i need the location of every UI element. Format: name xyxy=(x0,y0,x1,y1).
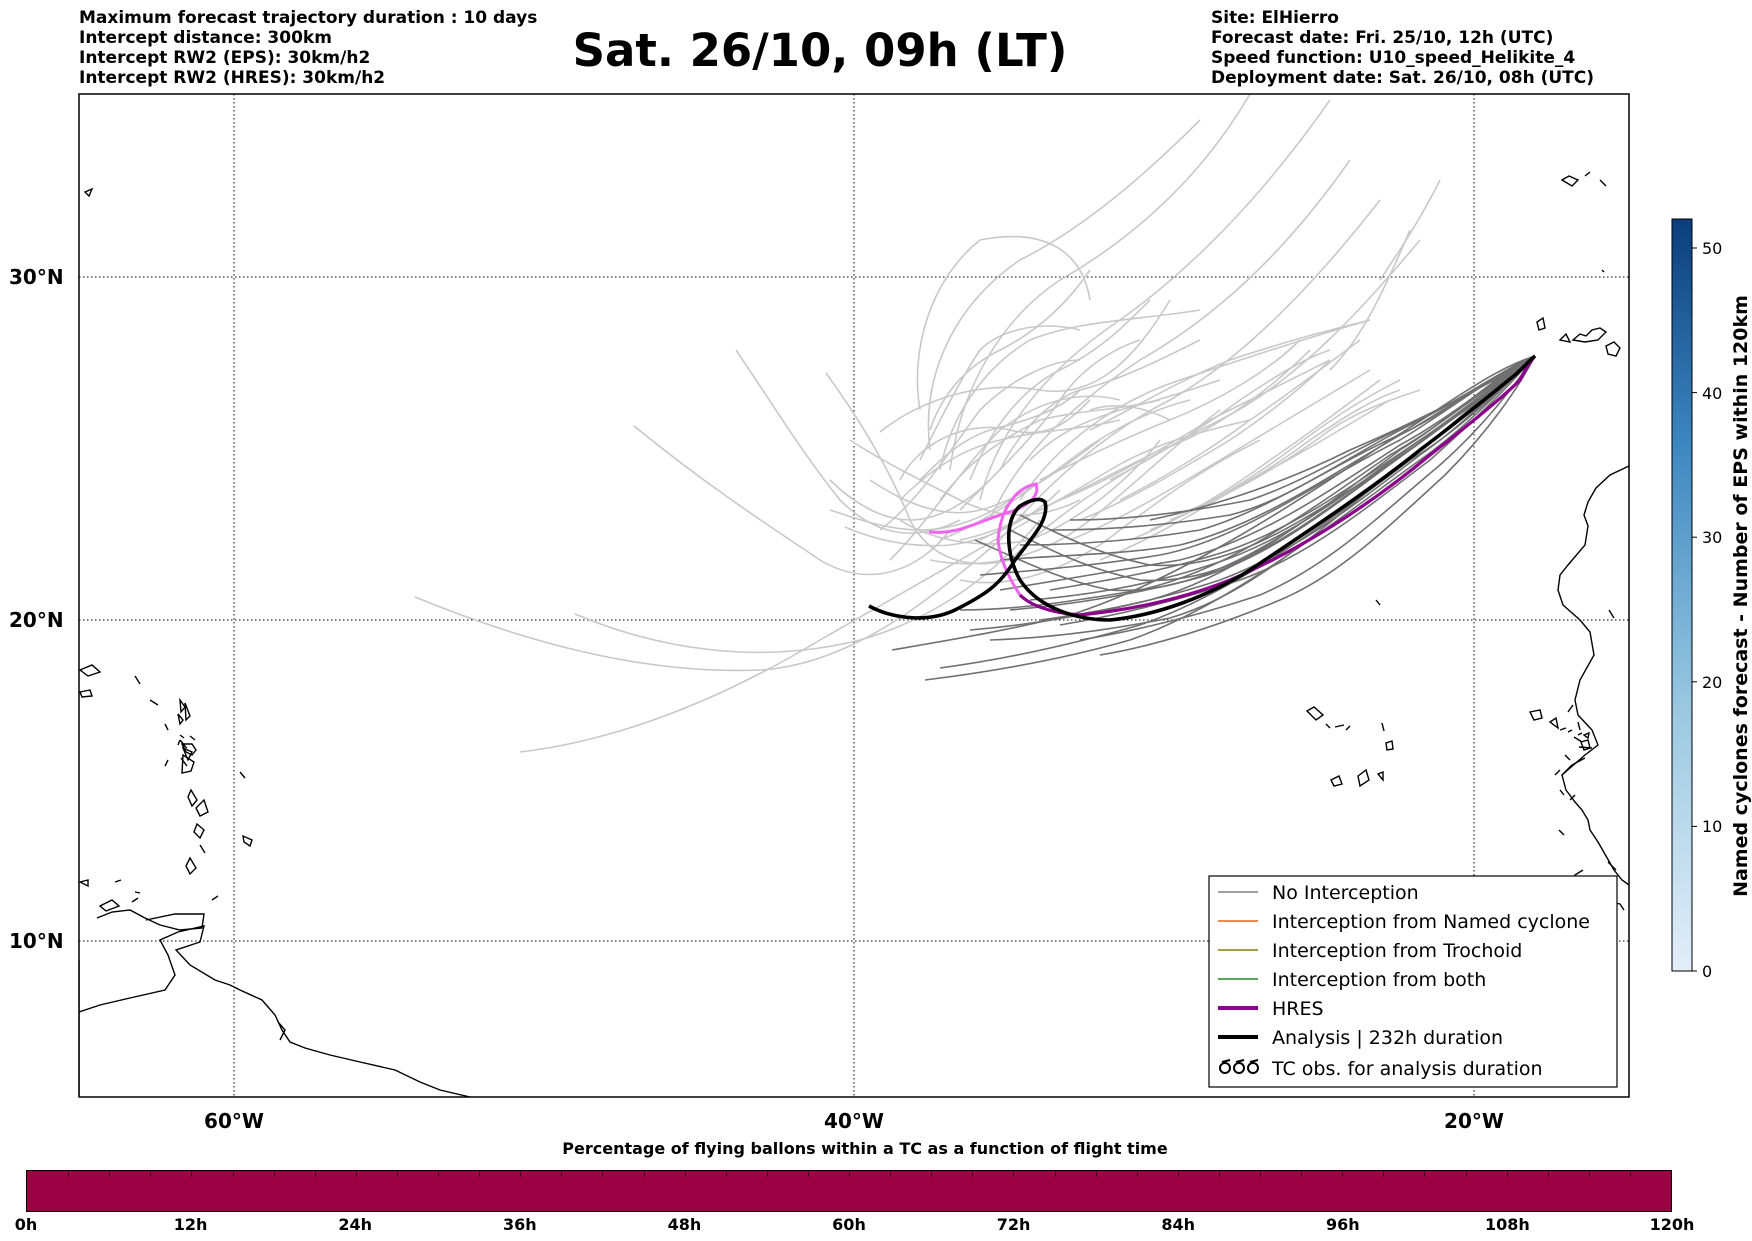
time-label-120h: 120h xyxy=(1649,1215,1695,1234)
legend-label-tc-obs: TC obs. for analysis duration xyxy=(1271,1058,1543,1080)
legend-label-hres: HRES xyxy=(1272,998,1324,1020)
eps-trajectories-no-interception xyxy=(414,94,1441,753)
deployment-date-text: Deployment date: Sat. 26/10, 08h (UTC) xyxy=(1211,68,1595,88)
colorbar-label: Named cyclones forecast - Number of EPS … xyxy=(1730,295,1752,897)
speed-function-text: Speed function: U10_speed_Helikite_4 xyxy=(1211,48,1576,68)
legend-label-both: Interception from both xyxy=(1272,969,1486,991)
time-bar-tick xyxy=(766,1171,768,1177)
time-bar-tick xyxy=(1629,1171,1631,1177)
hres-track xyxy=(1018,354,1537,617)
time-bar-tick xyxy=(1465,1171,1467,1177)
lon-label-40w: 40°W xyxy=(824,1109,884,1133)
site-text: Site: ElHierro xyxy=(1211,8,1339,28)
time-bar-tick xyxy=(150,1171,152,1177)
time-bar-tick xyxy=(1218,1171,1220,1177)
page-title: Sat. 26/10, 09h (LT) xyxy=(572,24,1068,77)
legend: No Interception Interception from Named … xyxy=(1208,875,1618,1088)
time-bar-tick xyxy=(438,1171,439,1177)
legend-label-analysis: Analysis | 232h duration xyxy=(1272,1027,1503,1049)
time-bar-tick xyxy=(849,1171,850,1177)
time-bar-tick xyxy=(1013,1171,1015,1177)
time-bar-tick xyxy=(1383,1171,1385,1177)
time-label-72h: 72h xyxy=(996,1215,1031,1234)
time-bar-tick xyxy=(1424,1171,1426,1177)
time-label-108h: 108h xyxy=(1484,1215,1530,1234)
time-bar-tick xyxy=(1095,1171,1097,1177)
hres-forecast-track-light xyxy=(928,482,1039,596)
colorbar-tick-50: 50 xyxy=(1702,239,1722,258)
analysis-track xyxy=(868,354,1537,622)
time-bar-tick xyxy=(1136,1171,1138,1177)
time-bar-tick xyxy=(602,1171,604,1177)
time-label-0h: 0h xyxy=(14,1215,38,1234)
intercept-eps-text: Intercept RW2 (EPS): 30km/h2 xyxy=(79,48,371,68)
time-bar-tick xyxy=(479,1171,481,1177)
time-label-48h: 48h xyxy=(667,1215,702,1234)
time-bar-tick xyxy=(232,1171,234,1177)
time-bar-tick xyxy=(1301,1171,1303,1177)
colorbar-tick-20: 20 xyxy=(1702,673,1722,692)
tc-obs-symbol-icon xyxy=(1219,1059,1259,1074)
colorbar-tick-0: 0 xyxy=(1702,962,1712,981)
time-bar-title: Percentage of flying ballons within a TC… xyxy=(562,1139,1168,1158)
time-bar-tick xyxy=(273,1171,275,1177)
site-parameters: Site: ElHierro Forecast date: Fri. 25/10… xyxy=(1211,8,1594,88)
time-bar-tick xyxy=(520,1171,522,1177)
eps-trajectories-dark xyxy=(891,355,1536,681)
time-bar-tick xyxy=(355,1171,357,1177)
time-bar-tick xyxy=(1588,1171,1590,1177)
time-label-24h: 24h xyxy=(338,1215,373,1234)
colorbar-tick-10: 10 xyxy=(1702,817,1722,836)
colorbar: 0 10 20 30 40 50 Named cyclones forecast… xyxy=(1671,218,1752,981)
legend-label-trochoid: Interception from Trochoid xyxy=(1272,940,1522,962)
time-bar-tick xyxy=(68,1171,70,1177)
lon-label-60w: 60°W xyxy=(204,1109,264,1133)
time-bar-tick xyxy=(725,1171,727,1177)
legend-label-no-interception: No Interception xyxy=(1272,882,1419,904)
lon-label-20w: 20°W xyxy=(1444,1109,1504,1133)
time-bar-tick xyxy=(396,1171,398,1177)
map-frame xyxy=(78,93,1630,1098)
legend-label-named-cyclone: Interception from Named cyclone xyxy=(1272,911,1590,933)
lat-label-30n: 30°N xyxy=(9,265,64,289)
time-bar-tick xyxy=(109,1171,111,1177)
time-label-84h: 84h xyxy=(1161,1215,1196,1234)
time-bar-tick xyxy=(1506,1171,1508,1177)
time-bar-tick xyxy=(1054,1171,1056,1177)
time-bar-tick xyxy=(1342,1171,1344,1177)
colorbar-tick-40: 40 xyxy=(1702,384,1722,403)
time-bar-tick xyxy=(314,1171,316,1177)
forecast-parameters: Maximum forecast trajectory duration : 1… xyxy=(79,8,537,88)
time-percentage-bar xyxy=(26,1170,1672,1212)
time-label-12h: 12h xyxy=(173,1215,208,1234)
time-bar-tick xyxy=(643,1171,645,1177)
time-bar-tick xyxy=(561,1171,563,1177)
time-bar-tick xyxy=(684,1171,686,1177)
time-bar-tick xyxy=(1177,1171,1179,1177)
lat-label-20n: 20°N xyxy=(9,608,64,632)
forecast-date-text: Forecast date: Fri. 25/10, 12h (UTC) xyxy=(1211,28,1554,48)
time-bar-tick xyxy=(1547,1171,1549,1177)
max-duration-text: Maximum forecast trajectory duration : 1… xyxy=(79,8,538,28)
time-bar-tick xyxy=(890,1171,892,1177)
time-label-96h: 96h xyxy=(1325,1215,1360,1234)
time-label-60h: 60h xyxy=(832,1215,866,1234)
intercept-distance-text: Intercept distance: 300km xyxy=(79,28,332,48)
time-bar-tick xyxy=(931,1171,933,1177)
time-label-36h: 36h xyxy=(502,1215,537,1234)
coastlines xyxy=(79,171,1629,1097)
time-bar-tick xyxy=(807,1171,809,1177)
colorbar-tick-30: 30 xyxy=(1702,528,1722,547)
time-bar-tick xyxy=(972,1171,974,1177)
lat-label-10n: 10°N xyxy=(9,929,64,953)
intercept-hres-text: Intercept RW2 (HRES): 30km/h2 xyxy=(79,68,386,88)
time-bar-tick xyxy=(1260,1171,1261,1177)
map-gridlines xyxy=(79,94,1629,1097)
time-bar-tick xyxy=(191,1171,193,1177)
